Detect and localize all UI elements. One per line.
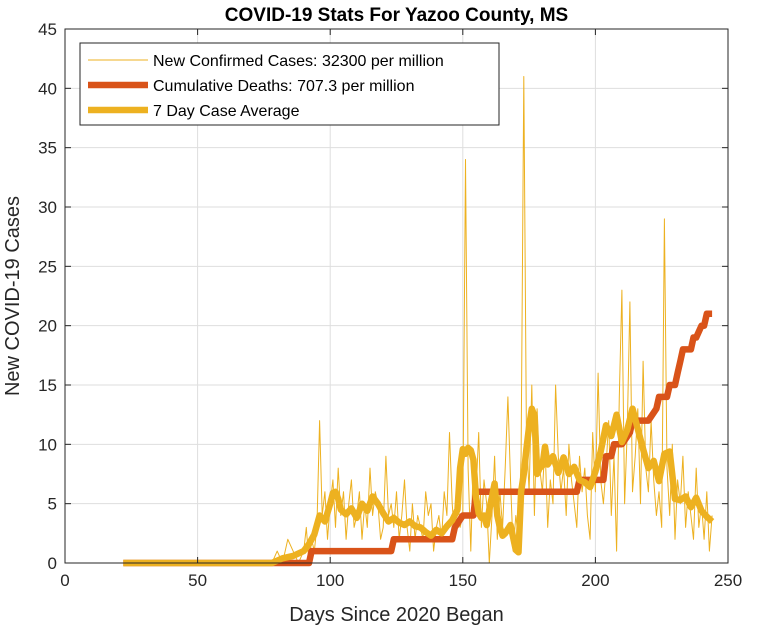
legend-label: New Confirmed Cases: 32300 per million bbox=[153, 53, 444, 70]
cumulative-deaths-line bbox=[123, 310, 713, 567]
y-tick-label: 20 bbox=[38, 317, 57, 336]
legend-entry-seven-day-average: 7 Day Case Average bbox=[88, 103, 300, 120]
y-tick-label: 45 bbox=[38, 20, 57, 39]
y-axis-ticks: 0 5 10 15 20 25 30 35 40 45 bbox=[38, 20, 728, 573]
x-tick-label: 200 bbox=[581, 571, 609, 590]
y-tick-label: 10 bbox=[38, 435, 57, 454]
y-tick-label: 0 bbox=[48, 554, 57, 573]
y-tick-label: 40 bbox=[38, 79, 57, 98]
legend-label: 7 Day Case Average bbox=[153, 103, 300, 120]
y-tick-label: 15 bbox=[38, 376, 57, 395]
legend-entry-new-cases: New Confirmed Cases: 32300 per million bbox=[88, 53, 444, 70]
legend-label: Cumulative Deaths: 707.3 per million bbox=[153, 78, 414, 95]
x-axis-ticks: 0 50 100 150 200 250 bbox=[60, 29, 742, 590]
y-tick-label: 35 bbox=[38, 139, 57, 158]
x-axis-label: Days Since 2020 Began bbox=[289, 604, 504, 626]
x-tick-label: 150 bbox=[449, 571, 477, 590]
x-tick-label: 0 bbox=[60, 571, 69, 590]
legend-box bbox=[79, 42, 500, 126]
y-tick-label: 5 bbox=[48, 495, 57, 514]
legend: New Confirmed Cases: 32300 per million Cu… bbox=[79, 42, 500, 126]
y-tick-label: 30 bbox=[38, 198, 57, 217]
seven-day-average-line bbox=[123, 405, 715, 567]
plot-frame bbox=[64, 28, 729, 564]
series-layer bbox=[123, 76, 715, 567]
x-tick-label: 250 bbox=[714, 571, 742, 590]
legend-entry-cumulative-deaths: Cumulative Deaths: 707.3 per million bbox=[88, 78, 414, 95]
chart-title: COVID-19 Stats For Yazoo County, MS bbox=[225, 5, 568, 26]
x-tick-label: 100 bbox=[316, 571, 344, 590]
y-tick-label: 25 bbox=[38, 257, 57, 276]
x-tick-label: 50 bbox=[188, 571, 207, 590]
y-axis-label: New COVID-19 Cases bbox=[2, 196, 24, 396]
